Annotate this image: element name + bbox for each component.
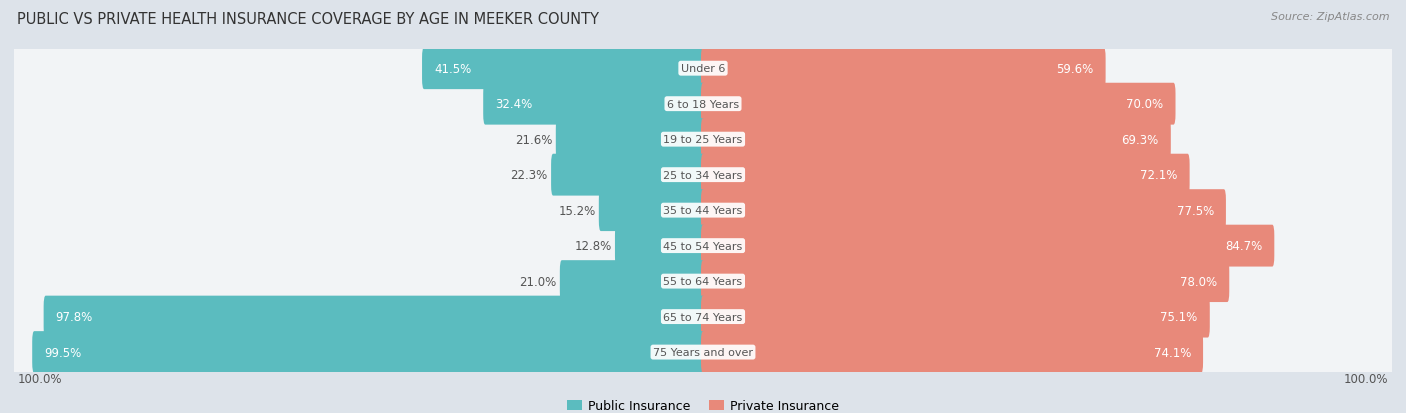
FancyBboxPatch shape — [11, 183, 1395, 239]
FancyBboxPatch shape — [32, 331, 704, 373]
Text: 84.7%: 84.7% — [1225, 240, 1263, 252]
Text: 99.5%: 99.5% — [45, 346, 82, 359]
Text: 6 to 18 Years: 6 to 18 Years — [666, 100, 740, 109]
Text: 59.6%: 59.6% — [1056, 62, 1094, 76]
FancyBboxPatch shape — [702, 48, 1105, 90]
FancyBboxPatch shape — [10, 76, 1396, 133]
FancyBboxPatch shape — [11, 289, 1395, 345]
Text: Under 6: Under 6 — [681, 64, 725, 74]
FancyBboxPatch shape — [555, 119, 704, 161]
Text: 32.4%: 32.4% — [495, 98, 533, 111]
Text: 74.1%: 74.1% — [1153, 346, 1191, 359]
Text: 21.0%: 21.0% — [519, 275, 557, 288]
Text: 19 to 25 Years: 19 to 25 Years — [664, 135, 742, 145]
Text: 72.1%: 72.1% — [1140, 169, 1178, 182]
Text: Source: ZipAtlas.com: Source: ZipAtlas.com — [1271, 12, 1389, 22]
Text: 22.3%: 22.3% — [510, 169, 548, 182]
FancyBboxPatch shape — [10, 111, 1396, 169]
Text: 97.8%: 97.8% — [56, 310, 93, 323]
Text: 78.0%: 78.0% — [1180, 275, 1218, 288]
Text: 55 to 64 Years: 55 to 64 Years — [664, 276, 742, 287]
FancyBboxPatch shape — [702, 119, 1171, 161]
FancyBboxPatch shape — [11, 112, 1395, 168]
Text: 100.0%: 100.0% — [1344, 372, 1389, 385]
FancyBboxPatch shape — [702, 83, 1175, 125]
FancyBboxPatch shape — [11, 254, 1395, 309]
Text: 69.3%: 69.3% — [1122, 133, 1159, 146]
Text: 75.1%: 75.1% — [1160, 310, 1198, 323]
Text: PUBLIC VS PRIVATE HEALTH INSURANCE COVERAGE BY AGE IN MEEKER COUNTY: PUBLIC VS PRIVATE HEALTH INSURANCE COVER… — [17, 12, 599, 27]
FancyBboxPatch shape — [10, 146, 1396, 204]
FancyBboxPatch shape — [702, 261, 1229, 302]
FancyBboxPatch shape — [10, 182, 1396, 240]
Text: 41.5%: 41.5% — [434, 62, 471, 76]
FancyBboxPatch shape — [10, 252, 1396, 311]
Text: 25 to 34 Years: 25 to 34 Years — [664, 170, 742, 180]
Legend: Public Insurance, Private Insurance: Public Insurance, Private Insurance — [561, 394, 845, 413]
FancyBboxPatch shape — [702, 331, 1204, 373]
FancyBboxPatch shape — [560, 261, 704, 302]
FancyBboxPatch shape — [551, 154, 704, 196]
Text: 35 to 44 Years: 35 to 44 Years — [664, 206, 742, 216]
FancyBboxPatch shape — [614, 225, 704, 267]
FancyBboxPatch shape — [702, 225, 1274, 267]
FancyBboxPatch shape — [702, 296, 1209, 338]
FancyBboxPatch shape — [702, 190, 1226, 232]
FancyBboxPatch shape — [10, 217, 1396, 275]
FancyBboxPatch shape — [10, 288, 1396, 346]
FancyBboxPatch shape — [11, 147, 1395, 203]
Text: 45 to 54 Years: 45 to 54 Years — [664, 241, 742, 251]
FancyBboxPatch shape — [11, 76, 1395, 133]
FancyBboxPatch shape — [11, 41, 1395, 97]
FancyBboxPatch shape — [10, 323, 1396, 381]
FancyBboxPatch shape — [11, 324, 1395, 380]
Text: 75 Years and over: 75 Years and over — [652, 347, 754, 357]
FancyBboxPatch shape — [11, 218, 1395, 274]
FancyBboxPatch shape — [702, 154, 1189, 196]
Text: 70.0%: 70.0% — [1126, 98, 1163, 111]
Text: 100.0%: 100.0% — [17, 372, 62, 385]
FancyBboxPatch shape — [599, 190, 704, 232]
Text: 15.2%: 15.2% — [558, 204, 596, 217]
Text: 65 to 74 Years: 65 to 74 Years — [664, 312, 742, 322]
FancyBboxPatch shape — [44, 296, 704, 338]
Text: 12.8%: 12.8% — [574, 240, 612, 252]
FancyBboxPatch shape — [484, 83, 704, 125]
FancyBboxPatch shape — [422, 48, 704, 90]
Text: 21.6%: 21.6% — [515, 133, 553, 146]
FancyBboxPatch shape — [10, 40, 1396, 98]
Text: 77.5%: 77.5% — [1177, 204, 1213, 217]
